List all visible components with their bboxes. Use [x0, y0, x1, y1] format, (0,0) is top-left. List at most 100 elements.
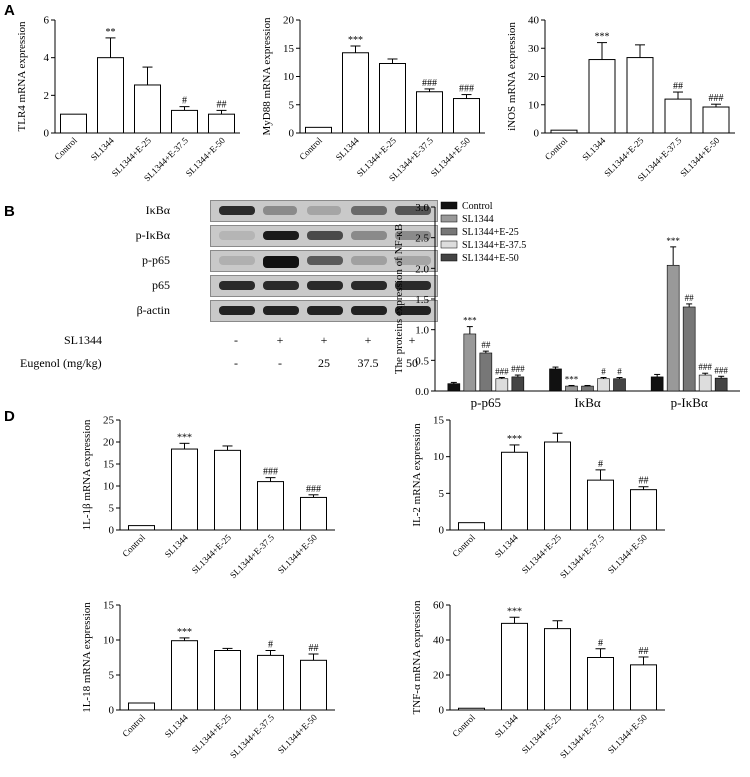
x-tick-label: SL1344+E-50	[606, 712, 650, 756]
eugenol-value: -	[278, 356, 282, 370]
y-tick-label: 5	[109, 670, 115, 682]
x-tick-label: SL1344+E-50	[429, 135, 473, 179]
x-tick-label: IκBα	[574, 395, 601, 410]
bar	[300, 496, 327, 531]
bar	[587, 479, 614, 531]
significance-label: ###	[511, 364, 525, 374]
bar	[214, 650, 241, 711]
myd88-chart: 0 5 10 15 20 MyD88 mRNA expression Control *** S…	[261, 15, 485, 183]
bar	[587, 657, 614, 711]
sl1344-value: +	[276, 333, 284, 347]
y-axis-label: IL-2 mRNA expression	[411, 423, 423, 527]
significance-label: ##	[309, 643, 319, 654]
significance-label: ###	[422, 78, 437, 89]
y-tick-label: 0	[439, 705, 445, 717]
bar	[458, 707, 485, 711]
bar	[613, 378, 626, 392]
x-tick-label: SL1344+E-37.5	[558, 712, 606, 760]
y-tick-label: 20	[528, 71, 540, 83]
y-tick-label: 30	[528, 43, 540, 55]
bar	[214, 449, 241, 531]
x-tick-label: Control	[450, 712, 477, 739]
bar	[549, 368, 562, 392]
legend-swatch	[440, 240, 458, 249]
significance-label: ***	[565, 374, 579, 384]
panel-letter-a: A	[4, 2, 15, 19]
legend-swatch	[440, 201, 458, 210]
bar	[128, 525, 155, 531]
significance-label: #	[598, 638, 603, 649]
y-tick-label: 10	[103, 481, 115, 493]
y-axis-label: iNOS mRNA expression	[506, 22, 518, 131]
legend-swatch	[440, 227, 458, 236]
bar	[97, 57, 124, 134]
bar	[208, 113, 235, 134]
panel-letter-b: B	[4, 203, 15, 220]
bar	[171, 448, 198, 531]
bar	[171, 109, 198, 134]
significance-label: ##	[673, 81, 683, 92]
blot-row-label: p65	[152, 278, 170, 292]
bar	[626, 57, 654, 134]
y-tick-label: 2.5	[415, 233, 429, 245]
y-tick-label: 5	[109, 503, 115, 515]
y-tick-label: 3.0	[415, 202, 429, 214]
y-axis-label: MyD88 mRNA expression	[261, 17, 273, 135]
y-tick-label: 2	[44, 90, 50, 102]
x-tick-label: Control	[120, 712, 147, 739]
bar	[447, 383, 461, 392]
y-axis-label: TNF-α mRNA expression	[411, 600, 423, 714]
bar	[581, 385, 594, 392]
bar	[630, 664, 657, 711]
eugenol-value: 25	[318, 356, 330, 370]
bar	[588, 59, 616, 134]
y-tick-label: 40	[528, 15, 540, 27]
significance-label: ***	[595, 32, 610, 43]
nfkb-chart: 0.0 0.5 1.0 1.5 2.0 2.5 3.0 The proteins expres…	[393, 201, 740, 410]
eugenol-value: 50	[406, 356, 418, 370]
y-tick-label: 0	[439, 525, 445, 537]
significance-label: ##	[217, 99, 227, 110]
significance-label: ***	[507, 606, 522, 617]
bar	[342, 52, 369, 134]
x-tick-label: SL1344	[89, 135, 117, 163]
y-tick-label: 10	[103, 635, 115, 647]
bar	[305, 126, 332, 134]
x-tick-label: SL1344	[334, 135, 362, 163]
bar	[714, 377, 728, 392]
significance-label: ##	[639, 646, 649, 657]
bar	[597, 378, 610, 392]
bar	[501, 451, 528, 531]
bar	[544, 628, 571, 711]
bar	[458, 522, 485, 531]
bar	[463, 333, 477, 392]
bar	[565, 385, 578, 392]
y-tick-label: 0	[109, 525, 115, 537]
y-tick-label: 4	[44, 52, 50, 64]
y-tick-label: 6	[44, 15, 50, 27]
blot-row-label: IκBα	[145, 203, 170, 217]
significance-label: **	[106, 27, 116, 38]
y-tick-label: 20	[283, 15, 295, 27]
bar	[666, 264, 680, 392]
significance-label: ###	[698, 362, 712, 372]
significance-label: ###	[263, 467, 278, 478]
blot-strip-p-p65	[210, 250, 438, 272]
x-tick-label: SL1344+E-25	[190, 712, 234, 756]
significance-label: ***	[177, 432, 192, 443]
blot-strip-ikba	[210, 200, 438, 222]
x-tick-label: SL1344	[580, 135, 608, 163]
significance-label: ###	[459, 84, 474, 95]
significance-label: ##	[481, 340, 491, 350]
y-tick-label: 20	[433, 670, 445, 682]
significance-label: #	[182, 96, 187, 107]
y-tick-label: 0	[109, 705, 115, 717]
eugenol-row-label: Eugenol (mg/kg)	[20, 356, 102, 370]
bar	[495, 378, 509, 392]
x-tick-label: SL1344+E-50	[606, 532, 650, 576]
x-tick-label: Control	[450, 532, 477, 559]
inos-chart: 0 10 20 30 40 iNOS mRNA expression Control *** S…	[506, 15, 735, 183]
x-tick-label: SL1344+E-37.5	[228, 532, 276, 580]
x-tick-label: SL1344+E-25	[190, 532, 234, 576]
blot-row-label: p-p65	[142, 253, 170, 267]
